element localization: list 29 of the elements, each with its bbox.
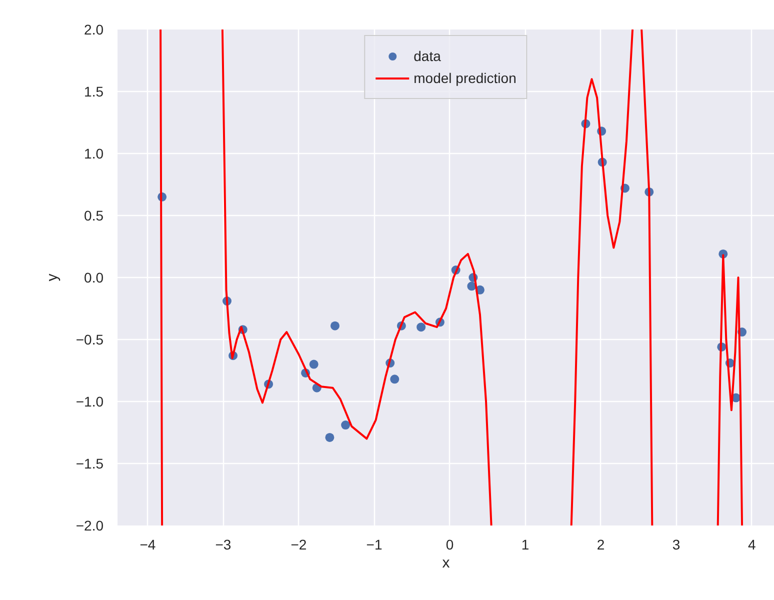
x-tick-label: 0 [446,536,454,552]
y-tick-label: 0.5 [84,208,104,224]
x-tick-label: 2 [596,536,605,552]
y-tick-label: 2.0 [84,22,104,38]
y-tick-label: 1.0 [84,146,104,162]
y-tick-label: −1.5 [76,456,104,472]
y-tick-label: −1.0 [76,394,104,410]
point [325,432,334,442]
x-tick-label: 3 [672,536,680,552]
x-tick-label: −2 [290,536,307,552]
y-axis-title: y [44,273,61,282]
y-tick-label: −2.0 [76,518,104,534]
x-axis-title: x [442,554,450,572]
point [467,282,476,291]
legend-label: model prediction [414,70,516,86]
x-tick-label: 4 [748,536,756,552]
point [416,322,426,332]
legend-label: data [414,48,441,64]
y-tick-label: 0.0 [84,270,104,286]
point [309,360,318,369]
x-tick-label: −1 [366,536,382,552]
x-tick-label: −4 [140,536,156,552]
point [330,321,340,330]
y-tick-label: −0.5 [76,332,104,348]
y-tick-label: 1.5 [84,84,104,100]
x-tick-label: −3 [215,536,232,552]
point [341,420,350,430]
point [390,374,400,384]
x-tick-label: 1 [521,536,530,552]
